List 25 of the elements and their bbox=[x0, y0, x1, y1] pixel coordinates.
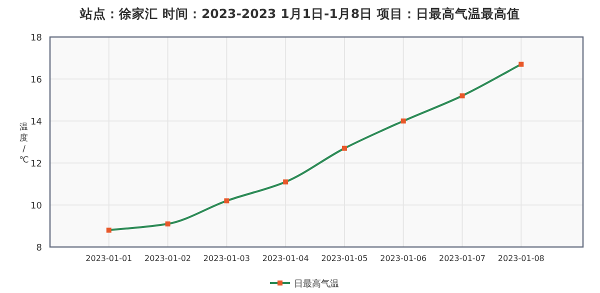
point bbox=[224, 198, 230, 204]
y-tick-label: 10 bbox=[30, 202, 42, 212]
x-tick-label: 2023-01-05 bbox=[321, 254, 368, 263]
x-tick-label: 2023-01-01 bbox=[86, 254, 132, 263]
point bbox=[400, 118, 406, 124]
x-tick-label: 2023-01-03 bbox=[203, 254, 250, 263]
x-tick-label: 2023-01-08 bbox=[498, 254, 544, 263]
y-tick-label: 16 bbox=[30, 76, 42, 86]
x-tick-label: 2023-01-06 bbox=[380, 254, 427, 263]
x-tick-label: 2023-01-02 bbox=[144, 254, 192, 263]
y-tick-label: 18 bbox=[30, 34, 42, 44]
y-axis-title: 温度/℃ bbox=[19, 122, 29, 166]
legend-label: 日最高气温 bbox=[294, 278, 339, 290]
x-tick-label: 2023-01-07 bbox=[439, 254, 486, 263]
y-tick-label: 12 bbox=[30, 160, 42, 170]
x-tick-label: 2023-01-04 bbox=[262, 254, 309, 263]
point bbox=[283, 179, 288, 184]
point bbox=[106, 228, 112, 233]
point bbox=[518, 62, 524, 67]
chart-title: 站点：徐家汇 时间：2023-2023 1月1日-1月8日 项目：日最高气温最高值 bbox=[79, 6, 520, 21]
y-tick-label: 8 bbox=[36, 244, 42, 254]
y-tick-label: 14 bbox=[30, 118, 42, 128]
point bbox=[342, 146, 347, 151]
point bbox=[460, 93, 465, 98]
point bbox=[165, 221, 170, 226]
